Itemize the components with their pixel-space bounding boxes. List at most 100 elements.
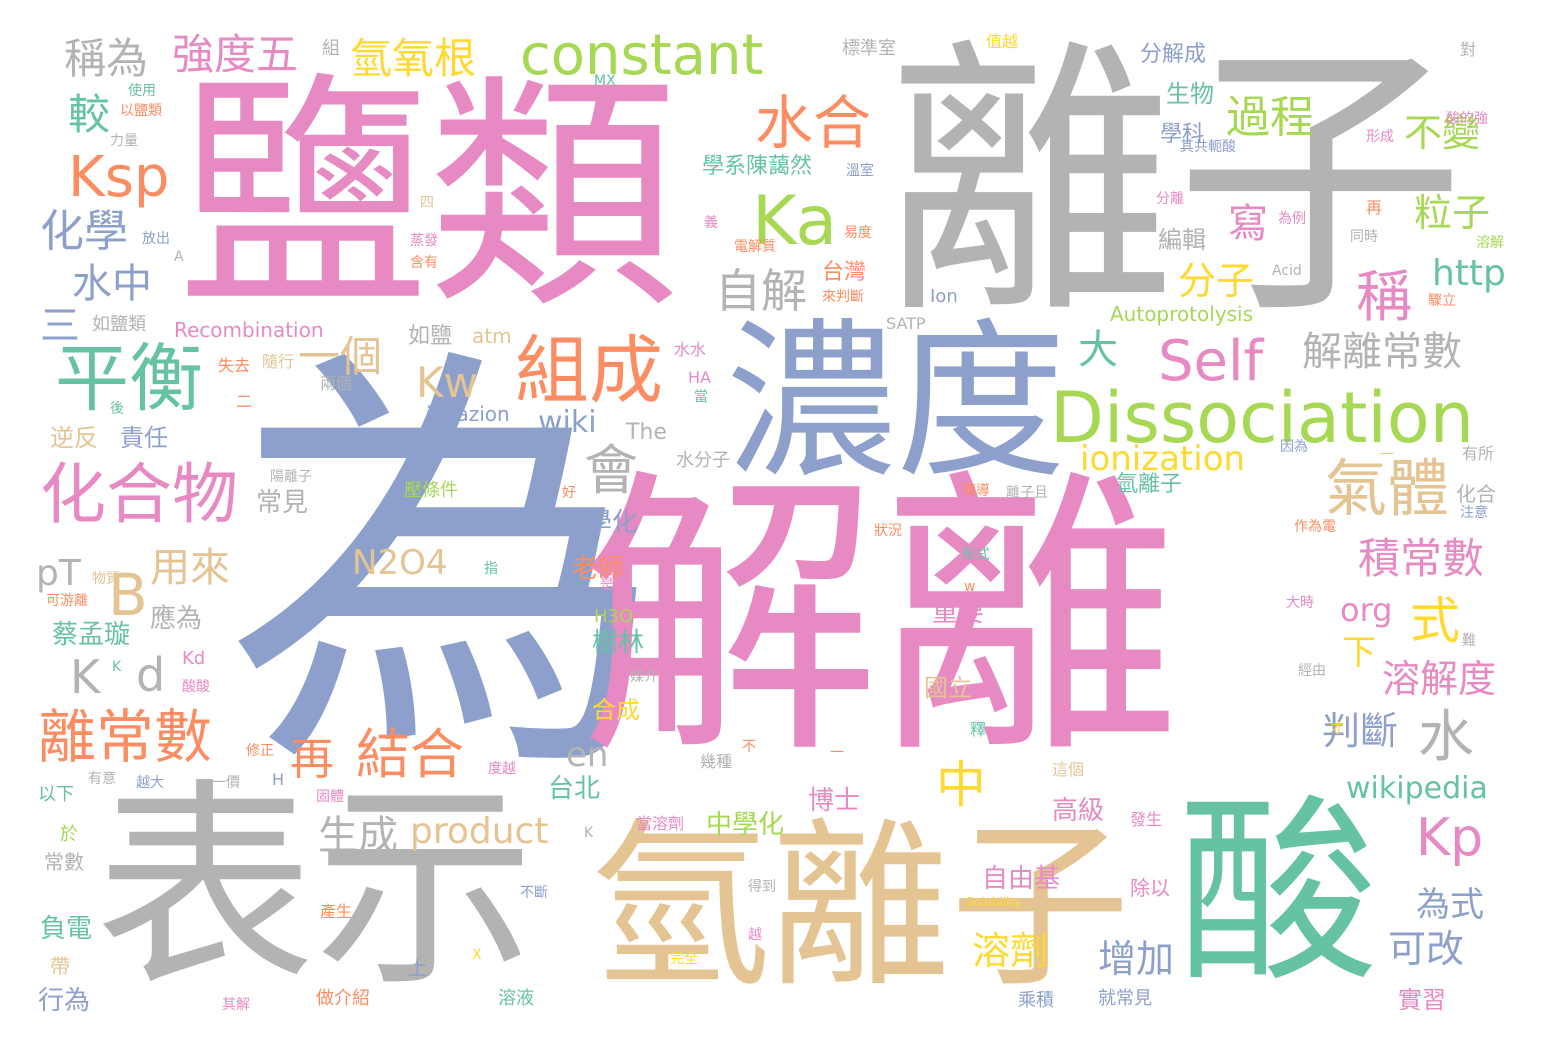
- word: 表示: [95, 760, 536, 1016]
- word: 越大: [136, 775, 164, 791]
- word: 兩個: [320, 374, 353, 393]
- word: 可游離: [46, 593, 88, 609]
- word: 帶: [50, 954, 70, 978]
- word: 指: [484, 561, 498, 577]
- word: 有所: [1462, 444, 1495, 463]
- word: 傳導: [962, 483, 990, 499]
- word: ionization: [1080, 439, 1246, 479]
- word: 幾種: [700, 752, 733, 771]
- word: Acid: [1272, 263, 1302, 279]
- word: Ion: [930, 286, 958, 307]
- word: 組: [322, 38, 340, 59]
- word: 當: [694, 389, 708, 405]
- word: 度越: [488, 761, 516, 777]
- word: 同時: [1350, 229, 1378, 245]
- word: 氣體: [1325, 452, 1450, 525]
- word: 隨行: [262, 352, 295, 371]
- word: 會: [584, 439, 638, 502]
- word: 除以: [1130, 876, 1170, 900]
- word: 平衡: [55, 336, 203, 422]
- word: 為例: [1278, 211, 1306, 227]
- word: 狀況: [874, 523, 902, 539]
- word: http: [1432, 253, 1506, 294]
- word: 以鹽類: [120, 103, 162, 119]
- word: 值越: [986, 32, 1019, 51]
- word: 義: [704, 215, 718, 231]
- word: 修正: [246, 743, 274, 759]
- word: X: [472, 947, 482, 963]
- word: 放出: [142, 231, 170, 247]
- word: 酸酸: [182, 679, 210, 695]
- word: 化學: [40, 206, 128, 257]
- word: Solubility: [966, 895, 1022, 909]
- word: ionazion: [426, 402, 510, 426]
- word: Self: [1158, 329, 1264, 394]
- word: 生成: [318, 813, 398, 859]
- word: 酸的強: [1446, 111, 1488, 127]
- word: 可改: [1388, 927, 1465, 971]
- word: 大學化: [560, 508, 639, 538]
- word: en: [566, 735, 609, 775]
- word: d: [136, 648, 166, 702]
- word: 如鹽類: [92, 314, 146, 335]
- word: 溫室: [846, 163, 874, 179]
- word: 解離: [580, 445, 1180, 794]
- word: 一: [830, 745, 844, 761]
- word: 編輯: [1158, 226, 1206, 254]
- word: 組成: [515, 328, 663, 414]
- word: 這個: [1052, 760, 1085, 779]
- word: 學系陳藹然: [702, 154, 813, 179]
- word: 粒子: [1414, 191, 1491, 235]
- word: 蒸發: [410, 233, 438, 249]
- word: 再: [290, 734, 334, 785]
- word: B: [108, 561, 148, 629]
- word: 酸: [1178, 777, 1379, 1010]
- word: 水分子: [676, 450, 730, 471]
- word: 稱為: [64, 34, 149, 83]
- word: N2O4: [352, 543, 448, 583]
- word: HA: [688, 368, 711, 387]
- word: Kd: [182, 648, 206, 669]
- word: 常數: [44, 850, 84, 874]
- word: 以下: [38, 784, 74, 805]
- word: 生物: [1166, 80, 1214, 108]
- word: 負電: [40, 914, 93, 944]
- word: 過程: [1226, 92, 1314, 143]
- word: K: [584, 825, 594, 841]
- word: 氫離子: [590, 803, 1131, 1012]
- word: 常見: [256, 488, 309, 518]
- word: Ksp: [68, 145, 170, 210]
- word: H3O: [594, 606, 634, 627]
- word: 中: [936, 756, 986, 814]
- word: 增加: [1098, 937, 1175, 981]
- word: H: [272, 770, 285, 789]
- word: Kp: [1416, 808, 1484, 868]
- word: 水中: [72, 261, 152, 307]
- word: 對: [1460, 40, 1477, 59]
- word: 固體: [316, 789, 344, 805]
- word: 水水: [674, 340, 707, 359]
- word: A: [174, 249, 184, 265]
- word: 小: [542, 452, 565, 477]
- word: 為式: [1416, 885, 1484, 925]
- word: 如鹽: [408, 324, 453, 349]
- word: 中學化: [706, 810, 785, 840]
- word: wiki: [538, 405, 597, 440]
- word: 水: [1418, 705, 1474, 770]
- word: 使用: [128, 83, 156, 99]
- word: 較: [68, 90, 111, 139]
- word: 高級: [1052, 796, 1105, 826]
- word: org: [1340, 591, 1393, 629]
- word: 判斷: [1322, 709, 1399, 753]
- word: Kw: [416, 358, 478, 407]
- word: 釋: [970, 720, 987, 739]
- word: 一價: [212, 775, 240, 791]
- word: 老師: [572, 554, 625, 584]
- word: 於: [60, 824, 78, 845]
- word: 難: [1462, 633, 1476, 649]
- word: The: [626, 420, 667, 445]
- word: 後: [110, 401, 124, 417]
- word: 作為電: [1294, 519, 1336, 535]
- word: 下: [1342, 633, 1376, 673]
- word: 博士: [808, 786, 861, 816]
